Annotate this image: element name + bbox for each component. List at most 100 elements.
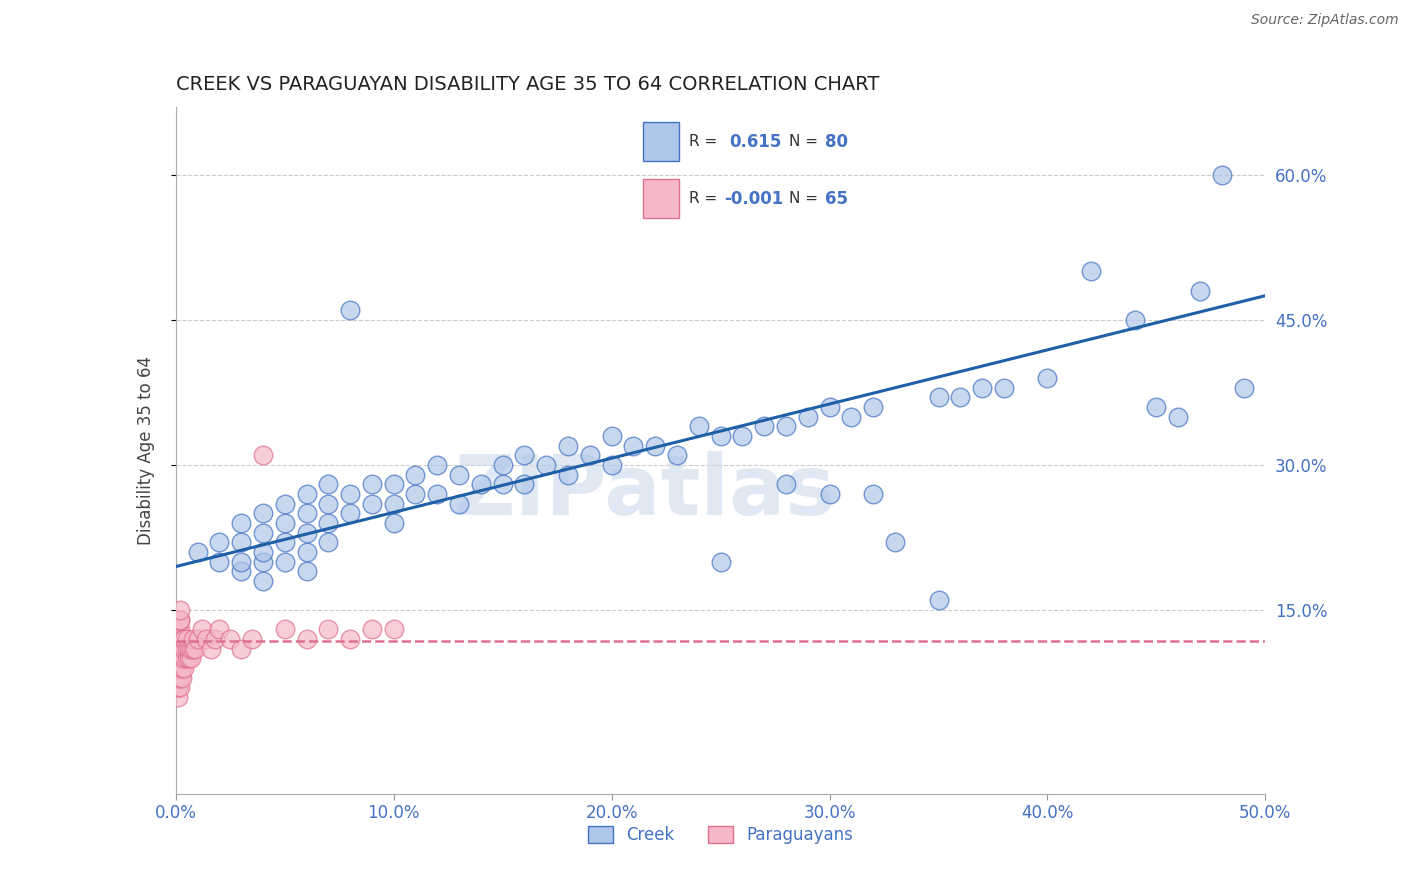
Point [169, 671, 191, 685]
Point [318, 477, 340, 491]
Point [172, 632, 194, 646]
Point [928, 390, 950, 404]
Text: CREEK VS PARAGUAYAN DISABILITY AGE 35 TO 64 CORRELATION CHART: CREEK VS PARAGUAYAN DISABILITY AGE 35 TO… [176, 75, 879, 95]
Text: 65: 65 [825, 189, 848, 208]
Point [191, 623, 214, 637]
Y-axis label: Disability Age 35 to 64: Disability Age 35 to 64 [136, 356, 155, 545]
Point [775, 419, 797, 434]
Point [169, 661, 191, 675]
Point [405, 467, 427, 482]
Point [231, 641, 253, 656]
Point [169, 632, 191, 646]
Point [177, 641, 200, 656]
Point [274, 623, 297, 637]
Point [184, 641, 207, 656]
Point [167, 690, 190, 705]
Point [173, 632, 195, 646]
Point [1144, 400, 1167, 414]
Point [176, 632, 198, 646]
Point [219, 632, 242, 646]
Point [173, 641, 195, 656]
Point [884, 535, 907, 549]
Point [470, 477, 492, 491]
Point [339, 303, 361, 318]
Point [167, 641, 190, 656]
Point [200, 641, 222, 656]
Point [231, 565, 253, 579]
Point [172, 651, 194, 665]
Point [176, 651, 198, 665]
Text: N =: N = [789, 191, 818, 206]
Point [167, 613, 190, 627]
Point [1123, 313, 1146, 327]
Point [970, 381, 993, 395]
Point [295, 545, 318, 559]
Point [169, 603, 191, 617]
Point [318, 516, 340, 530]
Point [1080, 264, 1102, 278]
Point [426, 487, 449, 501]
Point [382, 477, 405, 491]
Point [274, 535, 297, 549]
Point [775, 477, 797, 491]
Text: 0.615: 0.615 [730, 133, 782, 151]
Point [841, 409, 863, 424]
Point [172, 671, 194, 685]
Point [208, 555, 231, 569]
FancyBboxPatch shape [643, 178, 679, 219]
Point [295, 487, 318, 501]
Point [382, 516, 405, 530]
Point [993, 381, 1015, 395]
Point [339, 487, 361, 501]
Point [754, 419, 776, 434]
Point [169, 613, 191, 627]
Point [600, 429, 623, 443]
Point [167, 623, 190, 637]
Point [1036, 371, 1059, 385]
Point [252, 525, 274, 540]
Point [731, 429, 754, 443]
Point [274, 555, 297, 569]
Point [252, 545, 274, 559]
Point [176, 641, 198, 656]
Point [382, 497, 405, 511]
Point [295, 525, 318, 540]
Point [534, 458, 557, 472]
FancyBboxPatch shape [643, 122, 679, 161]
Point [167, 651, 190, 665]
Point [621, 439, 644, 453]
Point [710, 555, 733, 569]
Point [167, 671, 190, 685]
Point [167, 613, 190, 627]
Point [447, 467, 470, 482]
Point [167, 681, 190, 695]
Point [167, 651, 190, 665]
Point [818, 487, 841, 501]
Point [173, 651, 195, 665]
Point [252, 448, 274, 462]
Point [796, 409, 818, 424]
Point [231, 555, 253, 569]
Point [557, 467, 579, 482]
Point [172, 661, 194, 675]
Point [447, 497, 470, 511]
Point [644, 439, 666, 453]
Point [169, 681, 191, 695]
Point [318, 497, 340, 511]
Text: R =: R = [689, 191, 717, 206]
Point [204, 632, 226, 646]
Point [426, 458, 449, 472]
Point [1189, 284, 1212, 298]
Point [167, 641, 190, 656]
Point [167, 623, 190, 637]
Point [167, 671, 190, 685]
Point [169, 613, 191, 627]
Text: N =: N = [789, 134, 818, 149]
Point [177, 651, 200, 665]
Point [949, 390, 972, 404]
Point [1167, 409, 1189, 424]
Point [180, 651, 202, 665]
Point [169, 651, 191, 665]
Point [862, 487, 884, 501]
Point [318, 535, 340, 549]
